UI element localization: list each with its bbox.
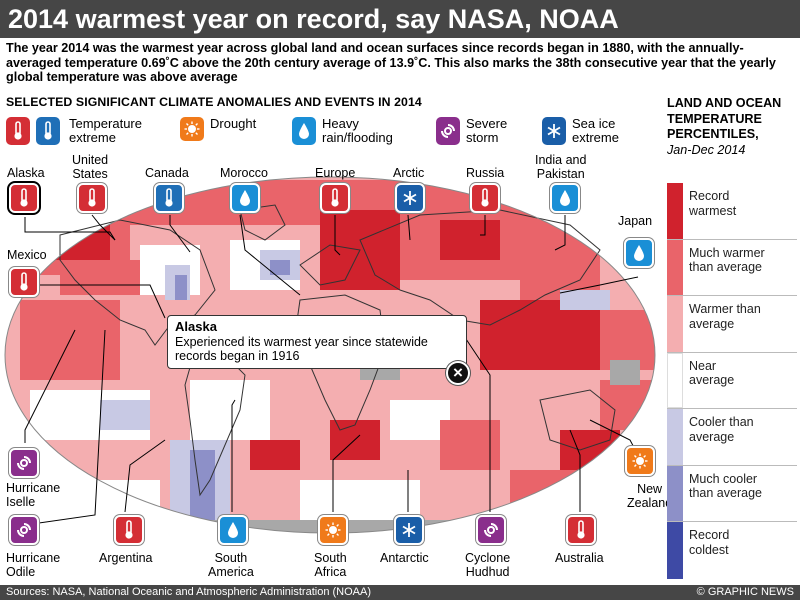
label-arctic: Arctic <box>393 166 425 180</box>
event-south-america-raindrop-icon[interactable] <box>218 515 248 545</box>
scale-title: LAND AND OCEAN TEMPERATURE PERCENTILES, <box>667 96 782 141</box>
scale-swatch <box>667 296 683 352</box>
scale-label: Cooler than average <box>689 415 754 444</box>
label-hurricane-iselle: Hurricane Iselle <box>6 481 61 509</box>
scale-item: Cooler than average <box>667 409 797 466</box>
label-australia: Australia <box>555 551 604 565</box>
intro-text: The year 2014 was the warmest year acros… <box>6 41 776 84</box>
thermometer-icon <box>6 117 30 145</box>
thermometer-icon <box>36 117 60 145</box>
sources-text: Sources: NASA, National Oceanic and Atmo… <box>6 586 371 598</box>
footer: Sources: NASA, National Oceanic and Atmo… <box>0 585 800 600</box>
event-australia-thermometer-icon[interactable] <box>566 515 596 545</box>
label-new-zealand: New Zealand <box>627 482 673 510</box>
legend-label: Drought <box>210 116 257 131</box>
label-canada: Canada <box>145 166 189 180</box>
legend-label: storm <box>466 130 499 145</box>
percentile-scale: Record warmest Much warmer than average … <box>667 183 797 579</box>
scale-heading: LAND AND OCEAN TEMPERATURE PERCENTILES, … <box>667 96 797 158</box>
legend-label: Temperature <box>69 116 142 131</box>
page-title: 2014 warmest year on record, say NASA, N… <box>0 0 800 38</box>
scale-label: Record coldest <box>689 528 730 557</box>
label-south-africa: South Africa <box>314 551 347 579</box>
label-hurricane-odile: Hurricane Odile <box>6 551 61 579</box>
legend-label: Heavy <box>322 116 359 131</box>
event-argentina-thermometer-icon[interactable] <box>114 515 144 545</box>
label-argentina: Argentina <box>99 551 153 565</box>
event-mexico-thermometer-icon[interactable] <box>9 267 39 297</box>
legend-item-drought: Drought <box>180 117 256 151</box>
scale-swatch <box>667 465 683 521</box>
label-antarctic: Antarctic <box>380 551 429 565</box>
event-japan-raindrop-icon[interactable] <box>624 238 654 268</box>
event-russia-thermometer-icon[interactable] <box>470 183 500 213</box>
legend-label: Severe <box>466 116 508 131</box>
event-hurricane-iselle-storm-icon[interactable] <box>9 448 39 478</box>
section-heading: SELECTED SIGNIFICANT CLIMATE ANOMALIES A… <box>6 95 422 109</box>
label-russia: Russia <box>466 166 505 180</box>
scale-item: Much warmer than average <box>667 239 797 296</box>
label-alaska: Alaska <box>7 166 45 180</box>
legend-item-temperature: Temperature extreme <box>6 117 142 151</box>
legend-item-sea-ice: Sea ice extreme <box>542 117 619 151</box>
scale-swatch <box>667 352 683 408</box>
label-japan: Japan <box>618 214 653 228</box>
scale-label: Much cooler than average <box>689 471 762 501</box>
label-united-states: United States <box>72 153 109 181</box>
scale-item: Much cooler than average <box>667 465 797 522</box>
scale-swatch <box>667 183 683 239</box>
popup-body: Experienced its warmest year since state… <box>175 335 428 363</box>
scale-label: Record warmest <box>689 189 737 218</box>
legend-label: rain/flooding <box>322 130 393 145</box>
scale-label: Much warmer than average <box>689 245 765 275</box>
legend-label: extreme <box>69 130 116 145</box>
event-canada-thermometer-icon[interactable] <box>154 183 184 213</box>
scale-item: Record warmest <box>667 183 797 240</box>
event-europe-thermometer-icon[interactable] <box>320 183 350 213</box>
label-europe: Europe <box>315 166 356 180</box>
scale-label: Warmer than average <box>689 302 761 331</box>
scale-period: Jan-Dec 2014 <box>667 142 746 157</box>
legend-item-rain: Heavy rain/flooding <box>292 117 393 151</box>
event-india-pakistan-raindrop-icon[interactable] <box>550 183 580 213</box>
snowflake-icon <box>542 117 566 145</box>
event-arctic-snowflake-icon[interactable] <box>395 183 425 213</box>
scale-swatch <box>667 409 683 465</box>
label-cyclone-hudhud: Cyclone Hudhud <box>465 551 511 579</box>
sun-icon <box>180 117 204 141</box>
event-south-africa-sun-icon[interactable] <box>318 515 348 545</box>
event-antarctic-snowflake-icon[interactable] <box>394 515 424 545</box>
scale-swatch <box>667 522 683 579</box>
popup-title: Alaska <box>175 319 217 334</box>
popup-close-icon[interactable]: × <box>446 361 470 385</box>
credit-text: © GRAPHIC NEWS <box>696 586 794 598</box>
scale-item: Near average <box>667 352 797 409</box>
raindrop-icon <box>292 117 316 145</box>
legend-item-storm: Severe storm <box>436 117 507 151</box>
label-mexico: Mexico <box>7 248 47 262</box>
scale-item: Record coldest <box>667 522 797 579</box>
event-morocco-raindrop-icon[interactable] <box>230 183 260 213</box>
scale-item: Warmer than average <box>667 296 797 353</box>
label-south-america: South America <box>208 551 254 579</box>
scale-swatch <box>667 239 683 295</box>
legend-label: Sea ice <box>572 116 616 131</box>
label-india-pakistan: India and Pakistan <box>535 153 587 181</box>
label-morocco: Morocco <box>220 166 268 180</box>
scale-label: Near average <box>689 358 735 388</box>
event-cyclone-hudhud-storm-icon[interactable] <box>476 515 506 545</box>
event-popup: Alaska Experienced its warmest year sinc… <box>167 315 467 369</box>
event-hurricane-odile-storm-icon[interactable] <box>9 515 39 545</box>
event-new-zealand-sun-icon[interactable] <box>625 446 655 476</box>
event-alaska-thermometer-icon[interactable] <box>9 183 39 213</box>
storm-icon <box>436 117 460 145</box>
legend-label: extreme <box>572 130 619 145</box>
event-united-states-thermometer-icon[interactable] <box>77 183 107 213</box>
